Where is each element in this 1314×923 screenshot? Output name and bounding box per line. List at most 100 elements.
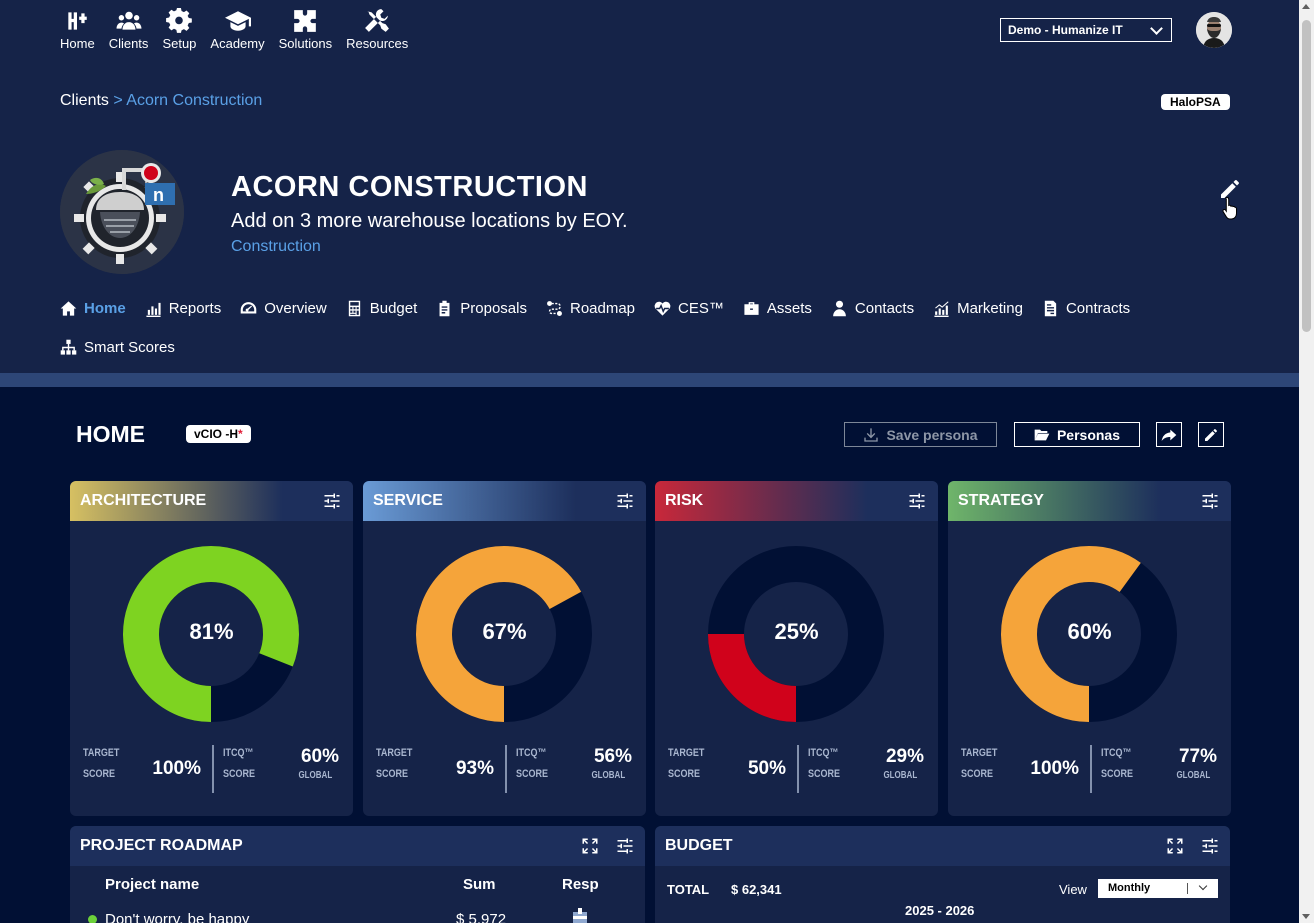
footer-divider xyxy=(505,745,507,793)
calculator-icon xyxy=(348,300,360,316)
route-icon xyxy=(547,300,562,316)
itcq-score-label: SCORE xyxy=(223,768,256,780)
client-tabs: Home Reports Overview Budget Proposals R… xyxy=(60,298,1220,357)
scrollbar[interactable] xyxy=(1299,0,1314,923)
edit-layout-button[interactable] xyxy=(1198,422,1224,447)
column-project-name[interactable]: Project name xyxy=(105,876,200,893)
itcq-score-label: SCORE xyxy=(808,768,841,780)
sliders-icon[interactable] xyxy=(1200,492,1220,510)
tenant-select[interactable]: Demo - Humanize IT xyxy=(1000,18,1172,42)
persona-badge: vCIO -H* xyxy=(186,425,251,443)
save-persona-button[interactable]: Save persona xyxy=(844,422,997,447)
sliders-icon[interactable] xyxy=(322,492,342,510)
score-donut xyxy=(123,546,299,722)
avatar[interactable] xyxy=(1196,12,1232,48)
tab-roadmap[interactable]: Roadmap xyxy=(546,298,635,318)
scroll-down-icon[interactable] xyxy=(1302,914,1310,919)
sliders-icon[interactable] xyxy=(615,837,635,855)
score-donut xyxy=(1001,546,1177,722)
sliders-icon[interactable] xyxy=(1200,837,1220,855)
scroll-up-icon[interactable] xyxy=(1302,4,1310,9)
scrollbar-thumb[interactable] xyxy=(1302,20,1311,332)
score-card-title: STRATEGY xyxy=(958,492,1044,509)
score-card-title: RISK xyxy=(665,492,704,509)
budget-view-select[interactable]: Monthly xyxy=(1098,879,1218,898)
target-score-value: 100% xyxy=(1030,758,1079,779)
breadcrumb: Clients > Acorn Construction xyxy=(60,92,262,110)
score-card-architecture: ARCHITECTURE 81% TARGET SCORE 100% ITCQ™ SCORE… xyxy=(70,481,353,816)
budget-year: 2025 - 2026 xyxy=(905,903,975,918)
budget-total-label: TOTAL xyxy=(667,882,710,897)
tab-smart-scores[interactable]: Smart Scores xyxy=(60,337,175,357)
tab-home[interactable]: Home xyxy=(60,298,126,318)
score-donut xyxy=(708,546,884,722)
footer-divider xyxy=(797,745,799,793)
score-footer: TARGET SCORE 50% ITCQ™ SCORE 29% GLOBAL xyxy=(655,743,938,795)
score-card-header: STRATEGY xyxy=(948,481,1231,521)
client-header: Home Clients Setup Academy Solutions Res… xyxy=(0,0,1299,373)
tab-marketing[interactable]: Marketing xyxy=(933,298,1023,318)
score-card-strategy: STRATEGY 60% TARGET SCORE 100% ITCQ™ SCORE 77% G… xyxy=(948,481,1231,816)
target-score-value: 50% xyxy=(747,758,786,779)
tab-budget[interactable]: Budget xyxy=(346,298,417,318)
tab-proposals[interactable]: Proposals xyxy=(436,298,527,318)
status-dot xyxy=(88,915,97,923)
nav-academy[interactable]: Academy xyxy=(210,8,265,51)
score-footer: TARGET SCORE 93% ITCQ™ SCORE 56% GLOBAL xyxy=(363,743,646,795)
tab-reports[interactable]: Reports xyxy=(145,298,221,318)
budget-view-label: View xyxy=(1059,882,1087,897)
score-card-risk: RISK 25% TARGET SCORE 50% ITCQ™ SCORE 29% GLOBAL xyxy=(655,481,938,816)
column-resp[interactable]: Resp xyxy=(562,876,599,893)
tab-ces[interactable]: CES™ xyxy=(654,298,724,318)
target-label: TARGET xyxy=(376,747,413,759)
tab-overview[interactable]: Overview xyxy=(240,298,327,318)
score-value: 60% xyxy=(1067,619,1112,644)
sliders-icon[interactable] xyxy=(907,492,927,510)
nav-home[interactable]: Home xyxy=(60,8,95,51)
chevron-down-icon xyxy=(1198,881,1208,891)
score-value: 67% xyxy=(482,619,527,644)
column-sum[interactable]: Sum xyxy=(463,876,496,893)
nav-solutions[interactable]: Solutions xyxy=(279,8,332,51)
nav-clients[interactable]: Clients xyxy=(109,8,148,51)
tools-icon xyxy=(365,9,390,32)
tab-contracts[interactable]: Contracts xyxy=(1042,298,1130,318)
svg-text:n: n xyxy=(153,185,164,205)
home-logo-icon xyxy=(68,12,88,30)
score-card-header: ARCHITECTURE xyxy=(70,481,353,521)
budget-header: BUDGET xyxy=(655,826,1230,866)
tab-contacts[interactable]: Contacts xyxy=(831,298,914,318)
gear-icon xyxy=(166,8,193,33)
hand-cursor-icon xyxy=(1222,196,1237,220)
expand-icon[interactable] xyxy=(581,837,599,855)
hierarchy-icon xyxy=(60,339,77,355)
score-value: 81% xyxy=(189,619,234,644)
nav-resources[interactable]: Resources xyxy=(346,8,408,51)
personas-button[interactable]: Personas xyxy=(1014,422,1140,447)
footer-divider xyxy=(212,745,214,793)
expand-icon[interactable] xyxy=(1166,837,1184,855)
budget-total-value: $ 62,341 xyxy=(731,882,782,897)
breadcrumb-clients-link[interactable]: Clients xyxy=(60,92,109,109)
breadcrumb-current: Acorn Construction xyxy=(126,92,263,109)
target-label: TARGET xyxy=(83,747,120,759)
edit-pencil-icon[interactable] xyxy=(1218,177,1242,201)
briefcase-icon xyxy=(744,301,759,315)
client-logo: n xyxy=(60,150,184,274)
score-card-service: SERVICE 67% TARGET SCORE 93% ITCQ™ SCORE 56% GLO… xyxy=(363,481,646,816)
score-card-title: SERVICE xyxy=(373,492,443,509)
graduation-cap-icon xyxy=(224,11,251,31)
clipboard-icon xyxy=(439,300,450,316)
global-label: GLOBAL xyxy=(298,770,332,781)
nav-setup[interactable]: Setup xyxy=(162,8,196,51)
download-icon xyxy=(864,427,879,442)
chart-up-icon xyxy=(934,300,949,317)
sliders-icon[interactable] xyxy=(615,492,635,510)
itcq-label: ITCQ™ xyxy=(1101,747,1132,759)
tab-assets[interactable]: Assets xyxy=(743,298,812,318)
donut-value-arc xyxy=(123,546,299,722)
global-score-value: 77% xyxy=(1178,746,1217,767)
share-button[interactable] xyxy=(1156,422,1182,447)
global-score-value: 29% xyxy=(885,746,924,767)
project-name-cell[interactable]: Don't worry, be happy xyxy=(105,911,250,923)
